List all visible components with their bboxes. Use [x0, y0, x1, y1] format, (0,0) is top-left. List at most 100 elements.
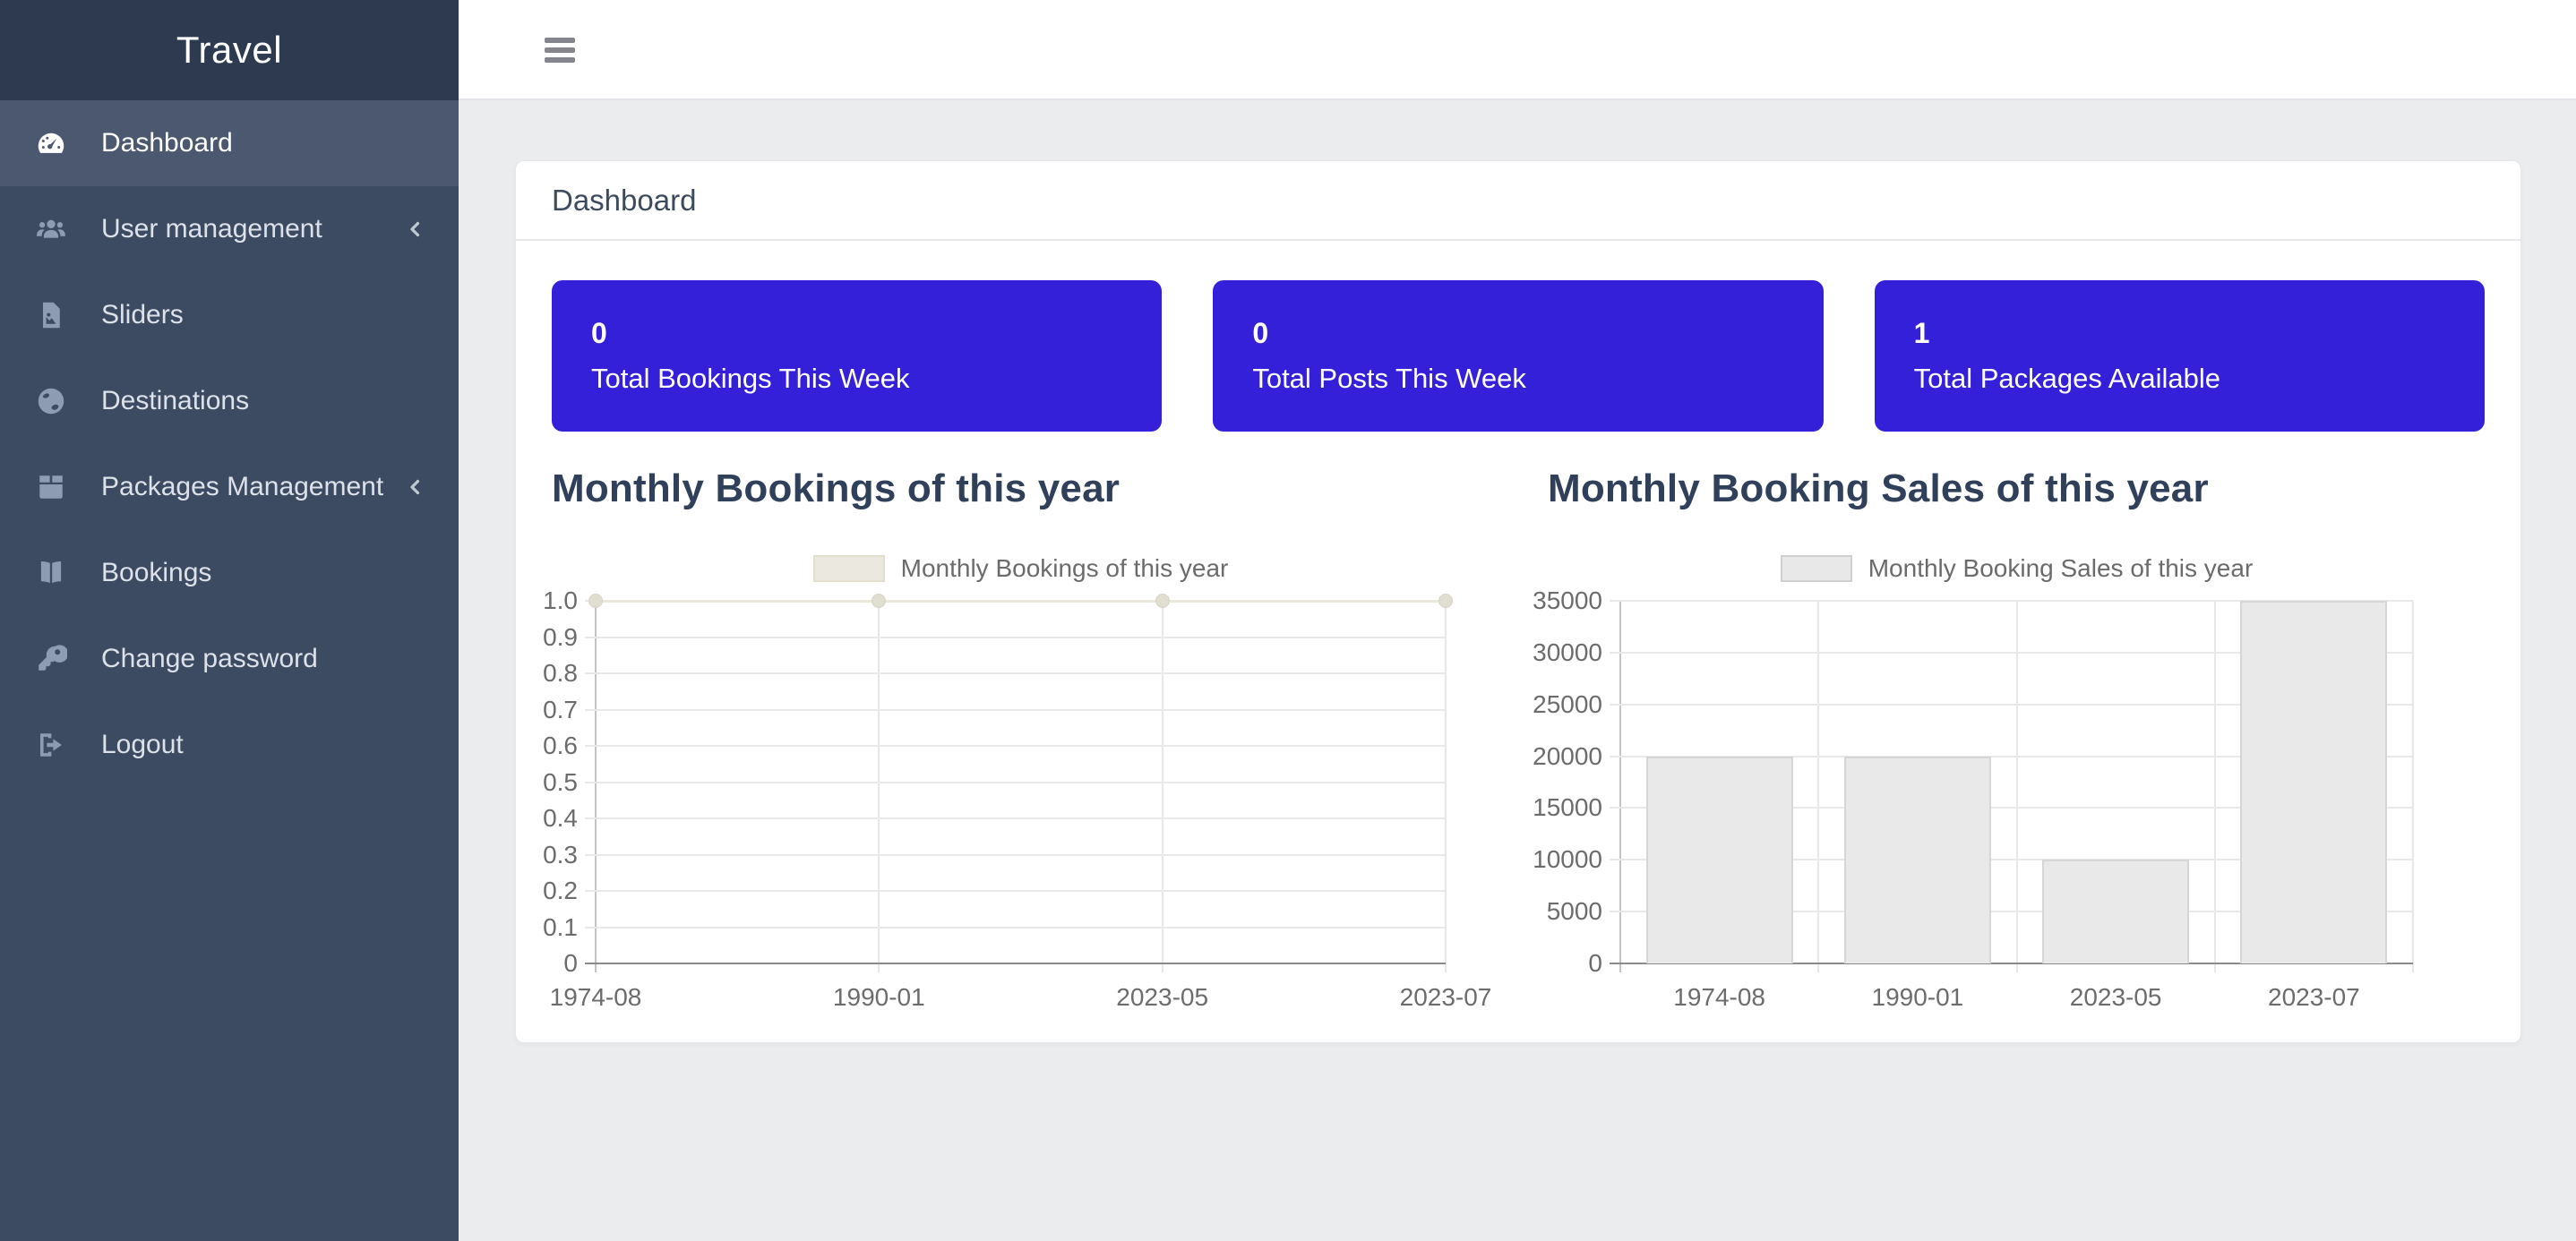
stat-value: 0 — [1252, 316, 1269, 349]
stats-row: 0 Total Bookings This Week 0 Total Posts Th… — [552, 280, 2485, 432]
x-axis-tick-label: 2023-05 — [2069, 983, 2162, 1011]
sidebar-nav: Dashboard User management Sliders Destinati… — [0, 100, 459, 788]
stat-value: 1 — [1913, 316, 1930, 349]
bar-1974-08 — [1645, 756, 1793, 963]
chart-title: Monthly Bookings of this year — [552, 466, 1121, 510]
sidebar-item-logout[interactable]: Logout — [0, 702, 459, 788]
book-open-icon — [33, 555, 69, 591]
gridline-horizontal — [1610, 755, 2413, 757]
y-axis-tick-label: 0.6 — [543, 732, 578, 759]
y-axis-tick-label: 30000 — [1533, 638, 1602, 666]
x-axis-tick-label: 2023-05 — [1116, 983, 1209, 1011]
gridline-horizontal — [1610, 911, 2413, 913]
sidebar-item-sliders[interactable]: Sliders — [0, 272, 459, 358]
stat-card: 1 Total Packages Available — [1874, 280, 2485, 432]
legend-swatch — [812, 555, 885, 582]
y-axis-tick-label: 0.8 — [543, 659, 578, 687]
gridline-vertical — [2015, 601, 2018, 972]
hamburger-icon[interactable] — [545, 38, 575, 63]
bar-2023-07 — [2240, 601, 2388, 963]
sidebar-item-packages-management[interactable]: Packages Management — [0, 444, 459, 530]
sidebar-item-label: Bookings — [101, 558, 212, 587]
gridline-horizontal — [585, 672, 1446, 674]
y-axis-tick-label: 1.0 — [543, 586, 578, 614]
sidebar-item-label: User management — [101, 214, 322, 244]
sidebar-item-label: Sliders — [101, 300, 184, 330]
stat-label: Total Packages Available — [1913, 363, 2221, 395]
y-axis-tick-label: 0.5 — [543, 767, 578, 796]
gridline-horizontal — [1610, 651, 2413, 654]
line-series — [596, 599, 1446, 603]
bar-1990-01 — [1843, 756, 1991, 963]
y-axis-tick-label: 20000 — [1533, 741, 1602, 770]
users-icon — [33, 211, 69, 247]
page-title: Dashboard — [516, 161, 2520, 241]
stat-card: 0 Total Posts This Week — [1213, 280, 1824, 432]
key-icon — [33, 641, 69, 677]
bar-2023-05 — [2042, 860, 2190, 963]
gridline-vertical — [1445, 601, 1447, 972]
y-axis-tick-label: 0.9 — [543, 622, 578, 651]
legend-item[interactable]: Monthly Booking Sales of this year — [1620, 554, 2413, 583]
sidebar-item-label: Destinations — [101, 386, 250, 415]
sidebar-item-change-password[interactable]: Change password — [0, 616, 459, 702]
brand-title[interactable]: Travel — [0, 0, 459, 100]
x-axis-tick-label: 2023-07 — [2267, 983, 2360, 1011]
gridline-vertical — [878, 601, 880, 972]
gridline-horizontal — [585, 926, 1446, 929]
gridline-horizontal — [1610, 963, 2413, 964]
dashboard-panel: Dashboard 0 Total Bookings This Week 0 Tota… — [515, 160, 2521, 1043]
data-point — [872, 594, 887, 608]
data-point — [1438, 594, 1453, 608]
gauge-icon — [33, 125, 69, 161]
chevron-left-icon — [405, 476, 426, 498]
y-axis-tick-label: 0.2 — [543, 877, 578, 904]
sidebar-item-label: Dashboard — [101, 128, 233, 158]
sidebar: Travel Dashboard User management Sliders De… — [0, 0, 459, 1241]
y-axis-tick-label: 0.7 — [543, 695, 578, 723]
gridline-horizontal — [1610, 703, 2413, 706]
gridline-horizontal — [1610, 859, 2413, 861]
x-axis-tick-label: 1974-08 — [549, 983, 642, 1011]
y-axis-tick-label: 5000 — [1546, 897, 1602, 926]
gridline-horizontal — [585, 890, 1446, 892]
gridline-horizontal — [585, 708, 1446, 711]
x-axis-tick-label: 1974-08 — [1673, 983, 1766, 1011]
gridline-vertical — [2213, 601, 2216, 972]
legend-label: Monthly Bookings of this year — [900, 554, 1229, 582]
gridline-vertical — [1619, 601, 1621, 972]
logout-icon — [33, 727, 69, 763]
topbar — [459, 0, 2576, 100]
gridline-horizontal — [1610, 807, 2413, 809]
gridline-vertical — [2412, 601, 2414, 972]
sidebar-item-destinations[interactable]: Destinations — [0, 358, 459, 444]
x-axis-tick-label: 1990-01 — [1871, 983, 1964, 1011]
legend-item[interactable]: Monthly Bookings of this year — [596, 554, 1446, 583]
sidebar-item-bookings[interactable]: Bookings — [0, 530, 459, 616]
y-axis-tick-label: 10000 — [1533, 845, 1602, 874]
package-icon — [33, 469, 69, 505]
gridline-horizontal — [585, 853, 1446, 856]
bookings-line-chart: Monthly Bookings of this year Monthly Bo… — [543, 466, 1491, 1022]
stat-label: Total Bookings This Week — [591, 363, 910, 395]
gridline-horizontal — [585, 963, 1446, 964]
stat-label: Total Posts This Week — [1252, 363, 1526, 395]
legend-swatch — [1780, 555, 1852, 582]
gridline-horizontal — [1610, 600, 2413, 602]
data-point — [1155, 594, 1170, 608]
y-axis-tick-label: 35000 — [1533, 586, 1602, 614]
sidebar-item-label: Packages Management — [101, 472, 384, 501]
y-axis-tick-label: 0.3 — [543, 840, 578, 869]
panel-body: 0 Total Bookings This Week 0 Total Posts Th… — [516, 241, 2520, 1022]
content-area: Dashboard 0 Total Bookings This Week 0 Tota… — [459, 102, 2576, 1241]
chevron-left-icon — [405, 218, 426, 240]
chart-title: Monthly Booking Sales of this year — [1548, 466, 2209, 510]
image-file-icon — [33, 297, 69, 333]
gridline-vertical — [595, 601, 597, 972]
globe-icon — [33, 383, 69, 419]
sidebar-item-dashboard[interactable]: Dashboard — [0, 100, 459, 186]
y-axis-tick-label: 0.1 — [543, 912, 578, 941]
stat-card: 0 Total Bookings This Week — [552, 280, 1163, 432]
sidebar-item-user-management[interactable]: User management — [0, 186, 459, 272]
